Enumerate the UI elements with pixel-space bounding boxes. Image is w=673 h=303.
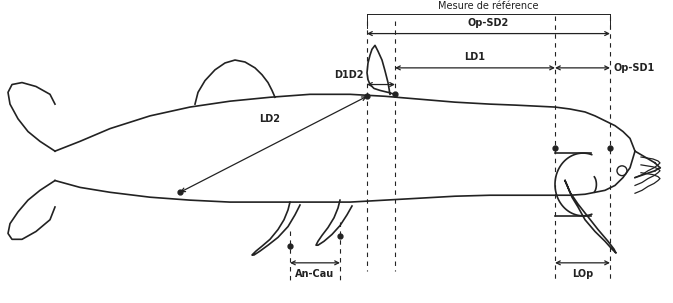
Text: An-Cau: An-Cau [295,269,334,279]
Text: LD2: LD2 [260,114,281,124]
Text: LD1: LD1 [464,52,485,62]
Text: Op-SD2: Op-SD2 [468,18,509,28]
Text: LOp: LOp [572,269,593,279]
Text: D1D2: D1D2 [334,70,364,80]
Text: Mesure de référence: Mesure de référence [438,1,539,11]
Text: Op-SD1: Op-SD1 [614,63,656,73]
